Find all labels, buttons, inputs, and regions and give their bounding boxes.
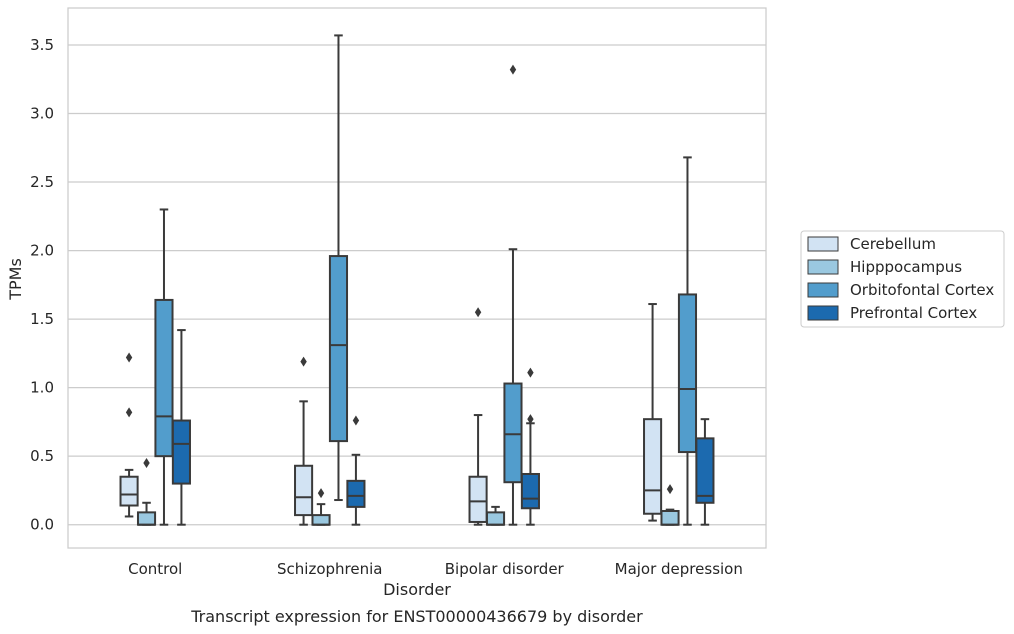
y-tick-label: 1.5 bbox=[30, 310, 54, 328]
box-body bbox=[328, 255, 349, 443]
box-body bbox=[136, 511, 157, 526]
box-group bbox=[154, 208, 174, 526]
outlier-point bbox=[666, 484, 674, 495]
chart-caption: Transcript expression for ENST0000043667… bbox=[190, 607, 643, 626]
legend-frame bbox=[800, 230, 1005, 328]
box-body bbox=[154, 298, 174, 458]
outlier-point bbox=[474, 307, 482, 318]
outlier-point bbox=[509, 64, 517, 75]
x-axis-title: Disorder bbox=[383, 580, 451, 599]
y-tick-labels: 0.0 0.5 1.0 1.5 2.0 2.5 3.0 3.5 bbox=[30, 36, 54, 534]
box-group bbox=[485, 505, 506, 526]
box-group bbox=[643, 303, 663, 522]
legend-label: Hipppocampus bbox=[850, 258, 962, 276]
outlier-point bbox=[300, 356, 307, 367]
x-tick-label: Major depression bbox=[615, 560, 743, 578]
box-body bbox=[677, 293, 698, 454]
box-group bbox=[677, 156, 698, 526]
box-body bbox=[468, 475, 488, 523]
box-body bbox=[346, 479, 366, 508]
box-group bbox=[136, 458, 157, 526]
outlier-point bbox=[125, 352, 133, 363]
y-tick-label: 0.5 bbox=[30, 447, 54, 465]
y-axis-title: TPMs bbox=[6, 258, 25, 301]
box-group bbox=[503, 64, 523, 526]
y-tick-label: 1.0 bbox=[30, 379, 54, 397]
box-body bbox=[171, 419, 191, 485]
box-group bbox=[311, 488, 331, 526]
outlier-point bbox=[352, 415, 360, 426]
legend: Cerebellum Hipppocampus Orbitofontal Corte… bbox=[800, 230, 1005, 328]
box-series bbox=[119, 34, 715, 526]
box-body bbox=[119, 475, 139, 507]
outlier-point bbox=[143, 458, 150, 469]
box-group bbox=[468, 307, 488, 526]
box-group bbox=[328, 34, 349, 502]
box-body bbox=[294, 464, 314, 517]
box-group bbox=[294, 356, 314, 526]
box-body bbox=[695, 437, 715, 504]
box-group bbox=[171, 329, 191, 526]
legend-swatch bbox=[807, 305, 839, 321]
outlier-point bbox=[125, 407, 133, 418]
box-group bbox=[660, 484, 680, 526]
y-tick-label: 3.0 bbox=[30, 105, 54, 123]
y-tick-label: 2.5 bbox=[30, 173, 54, 191]
outlier-point bbox=[527, 367, 534, 378]
box-body bbox=[485, 511, 506, 526]
legend-label: Cerebellum bbox=[850, 235, 936, 253]
box-body bbox=[643, 418, 663, 515]
legend-label: Orbitofontal Cortex bbox=[850, 281, 994, 299]
legend-label: Prefrontal Cortex bbox=[850, 304, 977, 322]
legend-swatch bbox=[807, 259, 839, 275]
outlier-point bbox=[317, 488, 325, 499]
outlier-point bbox=[527, 414, 534, 425]
y-tick-label: 2.0 bbox=[30, 242, 54, 260]
box-group bbox=[119, 352, 139, 518]
box-body bbox=[311, 514, 331, 526]
x-tick-label: Bipolar disorder bbox=[445, 560, 565, 578]
box-group bbox=[520, 367, 540, 526]
y-tick-label: 3.5 bbox=[30, 36, 54, 54]
box-group bbox=[346, 415, 366, 526]
x-tick-label: Schizophrenia bbox=[277, 560, 382, 578]
plot-frame bbox=[67, 7, 767, 549]
legend-swatch bbox=[807, 236, 839, 252]
box-body bbox=[503, 382, 523, 484]
box-body bbox=[660, 509, 680, 526]
y-tick-label: 0.0 bbox=[30, 516, 54, 534]
x-tick-labels: Control Schizophrenia Bipolar disorder Majo… bbox=[128, 560, 743, 578]
box-group bbox=[695, 418, 715, 526]
legend-swatch bbox=[807, 282, 839, 298]
box-body bbox=[520, 472, 540, 510]
x-tick-label: Control bbox=[128, 560, 182, 578]
